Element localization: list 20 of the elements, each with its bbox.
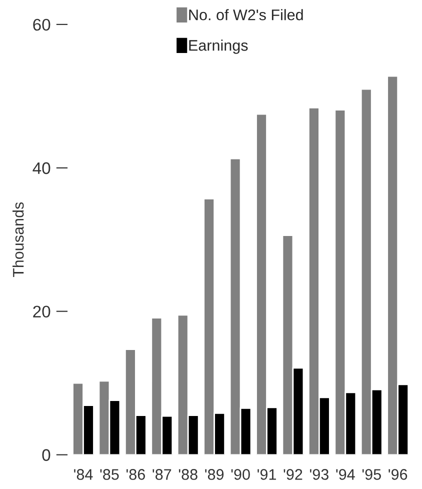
legend-label: No. of W2's Filed [189, 9, 303, 20]
x-tick-label: '90 [231, 469, 250, 480]
x-tick-label: '92 [284, 469, 302, 480]
legend-label: Earnings [189, 40, 248, 54]
x-tick-label: '85 [100, 469, 119, 480]
x-tick-label: '89 [205, 469, 224, 480]
y-axis-title: Thousands [12, 202, 24, 278]
x-tick-label: '86 [126, 469, 145, 480]
x-tick-label: '94 [336, 469, 355, 480]
y-tick-label: 20 [33, 306, 50, 318]
x-tick-label: '96 [388, 469, 408, 480]
y-tick-label: 0 [42, 449, 50, 461]
x-tick-label: '93 [310, 469, 328, 480]
y-tick-label: 40 [32, 162, 50, 174]
x-tick-label: '88 [178, 469, 198, 480]
y-tick-label: 60 [33, 18, 50, 31]
x-tick-label: '91 [258, 469, 276, 480]
x-tick-label: '87 [152, 469, 172, 480]
x-tick-label: '84 [74, 469, 93, 480]
x-tick-label: '95 [362, 469, 381, 480]
